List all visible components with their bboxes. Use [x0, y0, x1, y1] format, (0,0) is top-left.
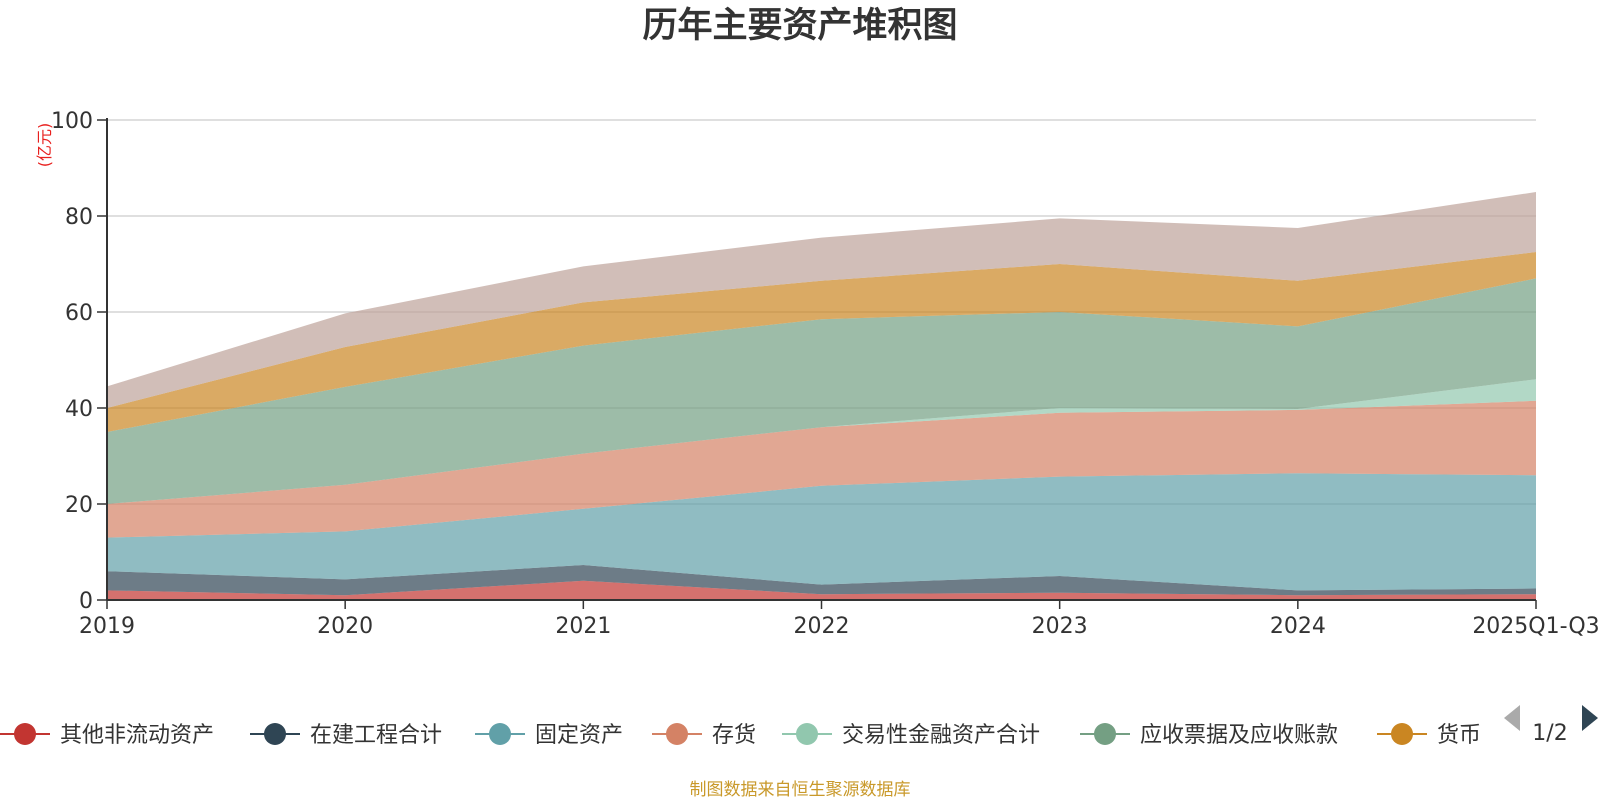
y-axis-unit: (亿元)	[35, 123, 54, 168]
y-tick-label: 80	[65, 205, 93, 230]
x-tick-label: 2024	[1270, 614, 1326, 639]
legend: 其他非流动资产 在建工程合计 固定资产 存货 交易性金融资产合计 应收票据及应收账款 货币	[0, 723, 1481, 748]
area-series-6	[107, 252, 1536, 432]
axes: 0 20 40 60 80 100 2019 2020 2021 2022 2023 2024 2025…	[51, 109, 1600, 639]
y-tick-label: 40	[65, 397, 93, 422]
legend-marker-icon	[1094, 723, 1116, 745]
area-series-7	[107, 192, 1536, 408]
legend-prev-icon[interactable]	[1504, 705, 1520, 731]
y-tick-label: 20	[65, 493, 93, 518]
x-tick-label: 2019	[79, 614, 135, 639]
legend-item[interactable]: 存货	[652, 723, 756, 748]
area-series-5	[107, 278, 1536, 504]
legend-label: 货币	[1437, 723, 1481, 748]
area-series-0	[107, 580, 1536, 600]
legend-item[interactable]: 应收票据及应收账款	[1080, 723, 1338, 748]
y-tick-label: 0	[79, 589, 93, 614]
y-tick-label: 60	[65, 301, 93, 326]
x-tick-label: 2022	[794, 614, 850, 639]
legend-page-indicator: 1/2	[1532, 721, 1567, 746]
legend-marker-icon	[489, 723, 511, 745]
legend-pager: 1/2	[1504, 705, 1598, 746]
legend-marker-icon	[796, 723, 818, 745]
x-tick-label: 2023	[1032, 614, 1088, 639]
data-source-note: 制图数据来自恒生聚源数据库	[690, 780, 911, 800]
legend-marker-icon	[1391, 723, 1413, 745]
area-series-3	[107, 400, 1536, 538]
x-tick-label: 2020	[317, 614, 373, 639]
legend-item[interactable]: 其他非流动资产	[0, 723, 214, 748]
legend-marker-icon	[666, 723, 688, 745]
area-series	[107, 192, 1536, 600]
x-tick-label: 2025Q1-Q3	[1472, 614, 1599, 639]
y-tick-label: 100	[51, 109, 93, 134]
area-series-2	[107, 473, 1536, 591]
legend-item[interactable]: 货币	[1377, 723, 1481, 748]
legend-label: 在建工程合计	[310, 723, 442, 748]
area-series-1	[107, 565, 1536, 596]
x-tick-label: 2021	[555, 614, 611, 639]
legend-label: 应收票据及应收账款	[1140, 723, 1338, 748]
legend-label: 固定资产	[535, 723, 623, 748]
legend-label: 交易性金融资产合计	[842, 723, 1040, 748]
legend-label: 存货	[712, 723, 756, 748]
legend-item[interactable]: 固定资产	[475, 723, 623, 748]
legend-next-icon[interactable]	[1582, 705, 1598, 731]
legend-marker-icon	[264, 723, 286, 745]
legend-item[interactable]: 交易性金融资产合计	[782, 723, 1040, 748]
legend-item[interactable]: 在建工程合计	[250, 723, 442, 748]
chart-title: 历年主要资产堆积图	[642, 6, 957, 46]
legend-marker-icon	[14, 723, 36, 745]
legend-label: 其他非流动资产	[60, 723, 214, 748]
area-series-4	[107, 379, 1536, 504]
